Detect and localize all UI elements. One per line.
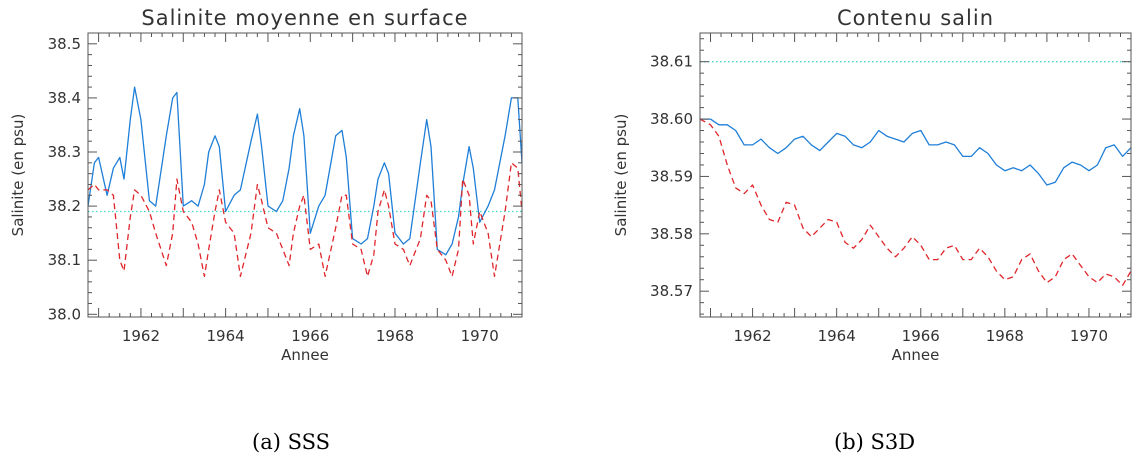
y-tick-label: 38.61 xyxy=(650,53,693,71)
y-tick-label: 38.5 xyxy=(48,35,81,53)
y-tick-label: 38.57 xyxy=(650,282,693,300)
y-tick-label: 38.2 xyxy=(48,197,81,215)
chart-salt-content: Contenu salin 1962 1964 1966 1968 1970 38.57 38… xyxy=(612,6,1132,364)
x-tick-label: 1964 xyxy=(207,327,245,345)
y-tick-label: 38.60 xyxy=(650,110,693,128)
y-tick-label: 38.4 xyxy=(48,89,81,107)
series-solid-line xyxy=(88,86,522,256)
x-tick-label: 1968 xyxy=(376,327,414,345)
x-tick-label: 1970 xyxy=(461,327,499,345)
x-axis-label: Annee xyxy=(892,346,940,364)
y-axis-label: Salinite (en psu) xyxy=(612,114,630,237)
x-tick-label: 1962 xyxy=(122,327,160,345)
series-solid-line xyxy=(700,118,1131,186)
plot-frame xyxy=(699,32,1132,318)
series-dashed-line xyxy=(88,162,522,278)
series-dashed-line xyxy=(700,118,1131,287)
y-tick-label: 38.59 xyxy=(650,167,693,185)
x-tick-label: 1962 xyxy=(733,327,771,345)
chart-surface-salinity: Salinite moyenne en surface 1962 1964 1966 1… xyxy=(9,6,523,364)
y-tick-label: 38.58 xyxy=(650,225,693,243)
y-tick-label: 38.3 xyxy=(48,143,81,161)
y-tick-label: 38.1 xyxy=(48,251,81,269)
x-axis-label: Annee xyxy=(281,346,329,364)
x-tick-label: 1964 xyxy=(818,327,856,345)
y-axis-label: Salinite (en psu) xyxy=(9,114,27,237)
x-tick-label: 1968 xyxy=(986,327,1024,345)
caption-a: (a) SSS xyxy=(252,430,331,454)
caption-b: (b) S3D xyxy=(834,430,916,454)
x-tick-label: 1966 xyxy=(902,327,940,345)
chart-title: Salinite moyenne en surface xyxy=(141,6,468,30)
x-tick-label: 1970 xyxy=(1070,327,1108,345)
x-tick-label: 1966 xyxy=(291,327,329,345)
chart-title: Contenu salin xyxy=(837,6,994,30)
y-tick-label: 38.0 xyxy=(48,305,81,323)
plot-frame xyxy=(87,32,523,318)
